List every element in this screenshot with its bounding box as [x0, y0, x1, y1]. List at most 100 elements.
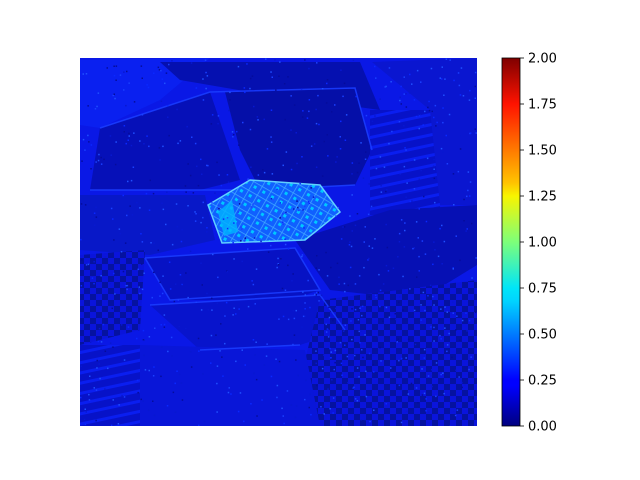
speckle: [262, 169, 264, 171]
speckle: [265, 355, 268, 357]
speckle: [388, 316, 391, 318]
speckle: [442, 121, 444, 124]
speckle: [464, 384, 466, 386]
speckle: [432, 263, 434, 266]
speckle: [392, 267, 395, 269]
speckle: [470, 356, 472, 358]
speckle: [100, 341, 103, 343]
speckle: [466, 195, 468, 198]
speckle: [383, 166, 386, 168]
speckle: [274, 59, 276, 61]
speckle: [115, 141, 117, 143]
speckle: [254, 354, 256, 356]
speckle: [413, 159, 416, 161]
speckle: [459, 259, 461, 262]
speckle: [87, 105, 89, 107]
speckle: [428, 109, 431, 112]
speckle: [433, 116, 435, 119]
speckle: [433, 158, 435, 161]
speckle: [226, 270, 229, 273]
speckle: [445, 134, 447, 137]
speckle: [200, 158, 202, 161]
speckle: [374, 65, 376, 68]
speckle: [198, 350, 200, 352]
speckle: [413, 99, 416, 101]
speckle: [261, 218, 264, 221]
region-upper-left-plate: [90, 92, 240, 190]
speckle: [152, 375, 155, 377]
speckle: [201, 284, 203, 286]
speckle: [433, 168, 435, 170]
speckle: [423, 357, 426, 359]
speckle: [192, 192, 195, 194]
speckle: [297, 206, 299, 209]
speckle: [453, 410, 455, 412]
speckle: [334, 349, 337, 352]
speckle: [98, 153, 100, 156]
speckle: [417, 237, 419, 239]
speckle: [343, 82, 346, 85]
speckle: [474, 97, 476, 99]
speckle: [433, 241, 435, 243]
speckle: [434, 249, 436, 251]
speckle: [420, 81, 422, 83]
speckle: [159, 159, 161, 161]
speckle: [379, 156, 382, 158]
speckle: [159, 295, 161, 297]
speckle: [133, 132, 135, 134]
speckle: [318, 324, 321, 326]
speckle: [405, 106, 408, 108]
speckle: [417, 114, 420, 116]
speckle: [380, 191, 383, 193]
speckle: [139, 140, 141, 142]
speckle: [290, 404, 293, 406]
speckle: [250, 206, 252, 208]
speckle: [142, 400, 144, 402]
speckle: [316, 384, 318, 387]
speckle: [467, 171, 470, 173]
speckle: [315, 267, 317, 269]
speckle: [178, 325, 180, 328]
speckle: [403, 93, 405, 95]
speckle: [439, 227, 441, 230]
speckle: [284, 118, 286, 121]
speckle: [290, 129, 292, 131]
speckle: [278, 318, 280, 320]
speckle: [441, 224, 443, 227]
speckle: [115, 79, 117, 81]
speckle: [144, 369, 147, 371]
speckle: [218, 174, 220, 176]
speckle: [99, 377, 101, 380]
speckle: [84, 149, 86, 151]
speckle: [452, 173, 455, 175]
speckle: [400, 103, 402, 105]
speckle: [280, 258, 282, 260]
speckle: [189, 351, 192, 353]
speckle: [422, 291, 425, 294]
speckle: [433, 326, 435, 329]
speckle: [226, 174, 229, 176]
speckle: [457, 72, 460, 74]
speckle: [150, 242, 152, 244]
speckle: [423, 348, 426, 351]
speckle: [353, 386, 355, 389]
speckle: [207, 309, 210, 311]
speckle: [250, 166, 252, 168]
speckle: [163, 323, 166, 326]
colorbar-ticks: 0.00 0.25 0.50 0.75 1.00 1.25 1.50 1.75 2.00: [520, 52, 557, 435]
speckle: [107, 367, 109, 370]
speckle: [85, 73, 88, 75]
speckle: [285, 211, 287, 213]
speckle: [315, 108, 317, 111]
speckle: [301, 156, 303, 158]
speckle: [276, 396, 278, 399]
speckle: [228, 195, 230, 198]
speckle: [114, 97, 116, 100]
speckle: [141, 288, 144, 291]
speckle: [323, 354, 325, 356]
speckle: [335, 215, 337, 217]
speckle: [271, 173, 274, 175]
speckle: [282, 315, 285, 318]
speckle: [466, 330, 468, 332]
